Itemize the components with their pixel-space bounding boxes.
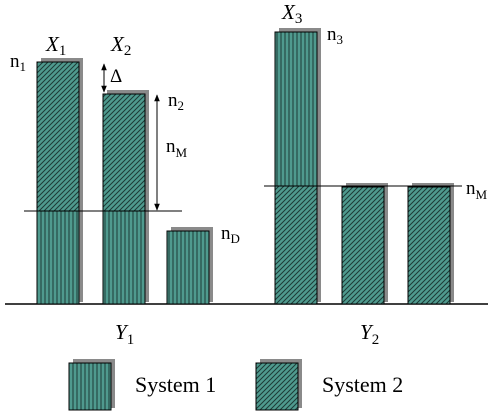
bar-y2-third-system2-segment [407, 186, 451, 305]
label-n1: n1 [10, 51, 26, 74]
bar-x1-system1-segment [36, 210, 80, 305]
bar-nd [166, 227, 213, 305]
legend: System 1 System 2 [68, 359, 403, 411]
label-y2: Y2 [360, 320, 379, 348]
legend-item-system2: System 2 [255, 359, 403, 411]
label-x3: X3 [281, 0, 302, 27]
legend-system1-swatch [68, 362, 112, 411]
bar-x3-system1-segment [274, 31, 318, 187]
legend-system2-swatch [255, 362, 299, 411]
bar-x3 [274, 28, 321, 305]
label-y1: Y1 [115, 320, 134, 348]
bar-x2-system1-segment [102, 210, 146, 305]
bar-nd-system1-segment [166, 230, 210, 305]
bar-x3-system2-segment [274, 185, 318, 305]
bar-x1 [36, 58, 83, 305]
label-delta: Δ [110, 66, 122, 87]
bar-y2-second [341, 183, 388, 305]
label-n2: n2 [168, 90, 184, 113]
bar-x2 [102, 90, 149, 305]
label-nd: nD [221, 223, 240, 246]
legend-item-system1: System 1 [68, 359, 216, 411]
bar-x1-system2-segment [36, 61, 80, 212]
bar-x2-system2-segment [102, 93, 146, 212]
legend-system1-label: System 1 [135, 372, 216, 397]
label-x2: X2 [110, 32, 131, 59]
legend-system2-label: System 2 [322, 372, 403, 397]
label-nm-left: nM [166, 136, 188, 160]
label-n3: n3 [327, 24, 343, 47]
label-x1: X1 [45, 32, 66, 59]
label-nm-right: nM [466, 178, 488, 202]
bar-y2-third [407, 183, 454, 305]
bar-y2-second-system2-segment [341, 186, 385, 305]
